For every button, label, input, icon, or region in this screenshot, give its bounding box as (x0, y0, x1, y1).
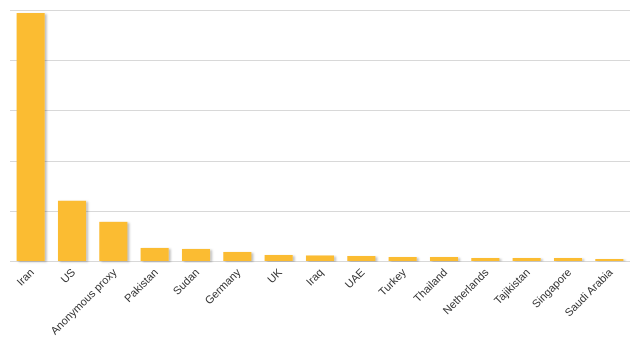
bar (553, 257, 583, 261)
x-tick-label: Sudan (171, 267, 202, 298)
x-tick-label: Iran (15, 267, 37, 289)
bar (223, 251, 252, 261)
x-tick-label: UAE (343, 267, 367, 291)
x-tick-label: Pakistan (122, 267, 160, 305)
x-tick-label: Thailand (412, 267, 450, 305)
x-tick-label: Germany (203, 266, 244, 307)
bar (347, 255, 376, 261)
bar (595, 258, 624, 261)
x-tick-label: Singapore (530, 267, 574, 311)
bar (16, 13, 45, 262)
bar (429, 256, 459, 261)
x-tick-label: Tajikistan (492, 267, 532, 307)
bar (264, 254, 293, 261)
bar (99, 221, 128, 261)
x-tick-label: Iraq (304, 267, 326, 289)
bar (471, 257, 500, 261)
x-tick-label: US (59, 267, 78, 286)
bar (181, 248, 211, 261)
bar (140, 247, 169, 261)
bar (512, 257, 541, 261)
bar (388, 256, 417, 261)
bar (305, 255, 335, 261)
bar (57, 200, 87, 261)
x-tick-label: Turkey (377, 266, 409, 298)
x-tick-label: UK (265, 266, 285, 286)
